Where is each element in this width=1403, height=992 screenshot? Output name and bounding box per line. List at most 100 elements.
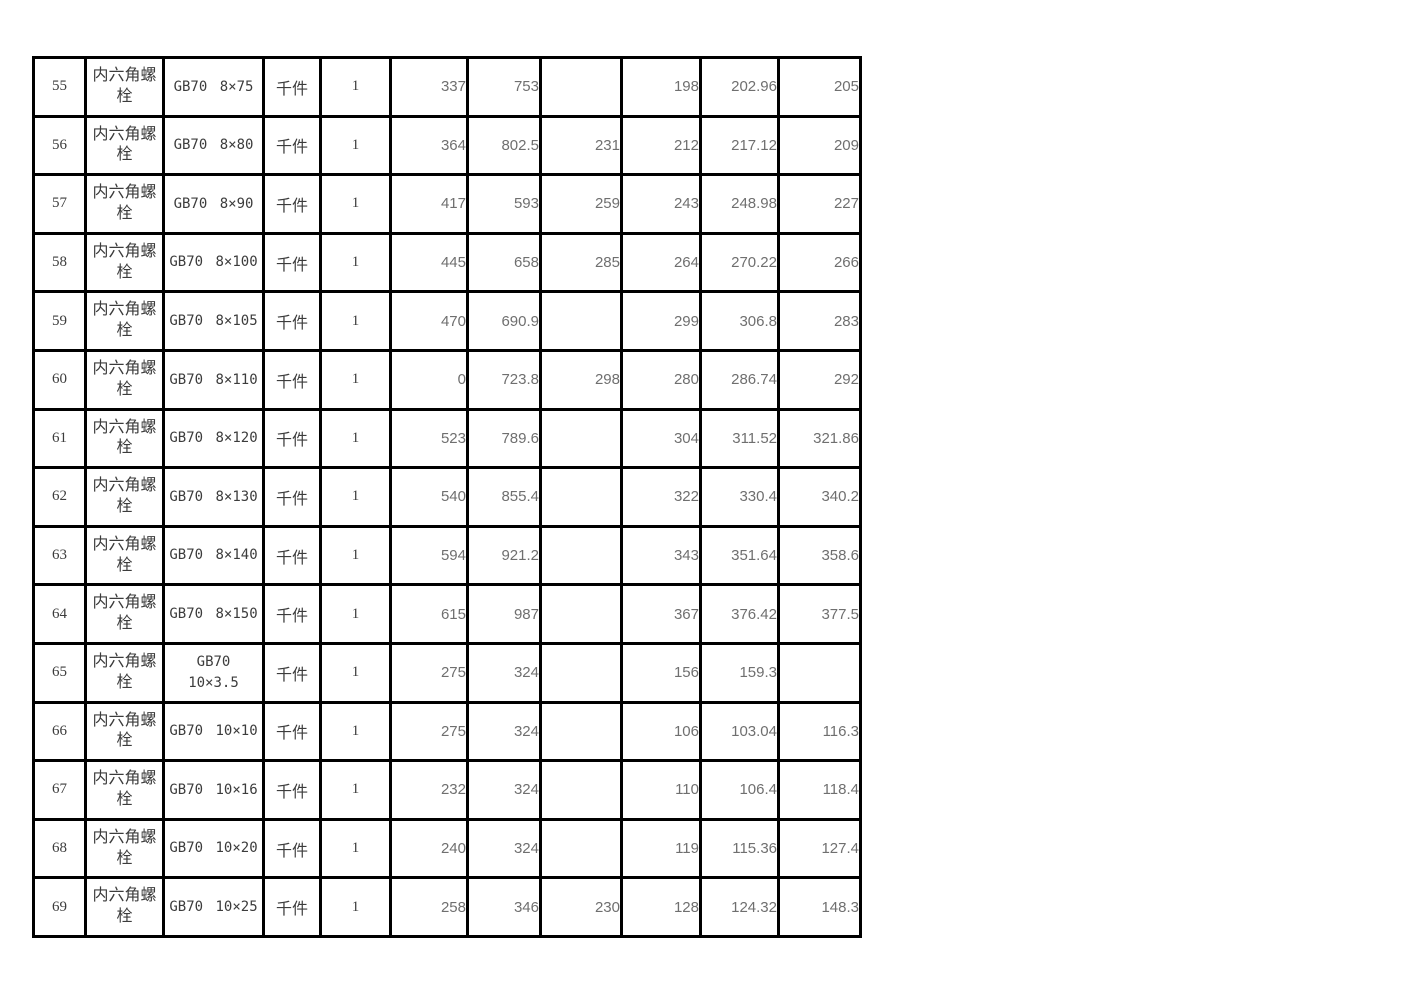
- cell-value: 343: [620, 524, 702, 587]
- cell-value: 324: [466, 817, 542, 880]
- cell-value: 855.4: [466, 466, 542, 528]
- cell-row-number: 59: [32, 290, 87, 352]
- table-row: 64 内六角螺栓 GB70 8×150 千件 1 615 987 367 376…: [32, 583, 862, 645]
- cell-part-name: 内六角螺栓: [84, 876, 165, 938]
- cell-value: 232: [389, 759, 469, 821]
- cell-value: 116.3: [777, 700, 862, 763]
- cell-value: [777, 641, 862, 704]
- cell-row-number: 68: [32, 817, 87, 880]
- cell-part-name: 内六角螺栓: [84, 173, 165, 235]
- cell-spec: GB70 8×110: [162, 348, 265, 411]
- cell-value: 248.98: [699, 173, 780, 235]
- table-row: 67 内六角螺栓 GB70 10×16 千件 1 232 324 110 106…: [32, 759, 862, 821]
- cell-unit: 千件: [262, 407, 322, 470]
- cell-value: 110: [620, 759, 702, 821]
- cell-value: 593: [466, 173, 542, 235]
- cell-quantity: 1: [319, 641, 392, 704]
- cell-spec: GB70 8×100: [162, 231, 265, 294]
- cell-value: 264: [620, 231, 702, 294]
- cell-value: 367: [620, 583, 702, 645]
- cell-unit: 千件: [262, 466, 322, 528]
- cell-value: 270.22: [699, 231, 780, 294]
- cell-value: 283: [777, 290, 862, 352]
- table-row: 69 内六角螺栓 GB70 10×25 千件 1 258 346 230 128…: [32, 876, 862, 938]
- cell-value: 124.32: [699, 876, 780, 938]
- cell-value: [539, 290, 623, 352]
- cell-quantity: 1: [319, 173, 392, 235]
- cell-spec: GB70 8×80: [162, 114, 265, 177]
- table-row: 60 内六角螺栓 GB70 8×110 千件 1 0 723.8 298 280…: [32, 348, 862, 411]
- cell-value: 128: [620, 876, 702, 938]
- cell-value: 417: [389, 173, 469, 235]
- cell-spec: GB70 8×150: [162, 583, 265, 645]
- cell-row-number: 56: [32, 114, 87, 177]
- cell-value: 115.36: [699, 817, 780, 880]
- cell-row-number: 60: [32, 348, 87, 411]
- cell-spec: GB70 8×140: [162, 524, 265, 587]
- cell-value: 987: [466, 583, 542, 645]
- cell-value: 266: [777, 231, 862, 294]
- cell-value: 156: [620, 641, 702, 704]
- cell-value: 127.4: [777, 817, 862, 880]
- cell-part-name: 内六角螺栓: [84, 759, 165, 821]
- cell-spec: GB70 10×25: [162, 876, 265, 938]
- cell-value: 275: [389, 641, 469, 704]
- cell-spec: GB70 10×10: [162, 700, 265, 763]
- cell-value: 351.64: [699, 524, 780, 587]
- cell-row-number: 57: [32, 173, 87, 235]
- cell-value: 540: [389, 466, 469, 528]
- cell-value: 364: [389, 114, 469, 177]
- cell-value: 209: [777, 114, 862, 177]
- cell-value: [539, 583, 623, 645]
- cell-quantity: 1: [319, 114, 392, 177]
- cell-quantity: 1: [319, 583, 392, 645]
- table-row: 66 内六角螺栓 GB70 10×10 千件 1 275 324 106 103…: [32, 700, 862, 763]
- cell-value: [539, 641, 623, 704]
- cell-value: 205: [777, 56, 862, 118]
- cell-value: 118.4: [777, 759, 862, 821]
- cell-row-number: 58: [32, 231, 87, 294]
- cell-unit: 千件: [262, 817, 322, 880]
- cell-value: 286.74: [699, 348, 780, 411]
- table-row: 55 内六角螺栓 GB70 8×75 千件 1 337 753 198 202.…: [32, 56, 862, 118]
- cell-unit: 千件: [262, 231, 322, 294]
- cell-row-number: 62: [32, 466, 87, 528]
- cell-value: 358.6: [777, 524, 862, 587]
- cell-value: 330.4: [699, 466, 780, 528]
- cell-value: 306.8: [699, 290, 780, 352]
- cell-value: 299: [620, 290, 702, 352]
- cell-value: [539, 466, 623, 528]
- cell-value: 340.2: [777, 466, 862, 528]
- cell-value: 594: [389, 524, 469, 587]
- cell-spec: GB70 8×105: [162, 290, 265, 352]
- cell-spec: GB70 8×120: [162, 407, 265, 470]
- cell-spec: GB70 8×90: [162, 173, 265, 235]
- cell-row-number: 66: [32, 700, 87, 763]
- cell-value: 106.4: [699, 759, 780, 821]
- cell-unit: 千件: [262, 641, 322, 704]
- cell-value: [539, 56, 623, 118]
- cell-part-name: 内六角螺栓: [84, 290, 165, 352]
- cell-part-name: 内六角螺栓: [84, 524, 165, 587]
- cell-value: 202.96: [699, 56, 780, 118]
- cell-unit: 千件: [262, 759, 322, 821]
- cell-value: 321.86: [777, 407, 862, 470]
- parts-table-body: 55 内六角螺栓 GB70 8×75 千件 1 337 753 198 202.…: [32, 56, 862, 938]
- table-row: 62 内六角螺栓 GB70 8×130 千件 1 540 855.4 322 3…: [32, 466, 862, 528]
- cell-row-number: 64: [32, 583, 87, 645]
- cell-value: 723.8: [466, 348, 542, 411]
- cell-value: 789.6: [466, 407, 542, 470]
- cell-part-name: 内六角螺栓: [84, 466, 165, 528]
- cell-value: 658: [466, 231, 542, 294]
- cell-part-name: 内六角螺栓: [84, 583, 165, 645]
- cell-value: 377.5: [777, 583, 862, 645]
- cell-quantity: 1: [319, 524, 392, 587]
- cell-value: 227: [777, 173, 862, 235]
- cell-spec: GB70 10×3.5: [162, 641, 265, 704]
- table-row: 57 内六角螺栓 GB70 8×90 千件 1 417 593 259 243 …: [32, 173, 862, 235]
- cell-value: 304: [620, 407, 702, 470]
- parts-table: 55 内六角螺栓 GB70 8×75 千件 1 337 753 198 202.…: [32, 56, 862, 938]
- cell-spec: GB70 10×20: [162, 817, 265, 880]
- table-row: 56 内六角螺栓 GB70 8×80 千件 1 364 802.5 231 21…: [32, 114, 862, 177]
- cell-unit: 千件: [262, 114, 322, 177]
